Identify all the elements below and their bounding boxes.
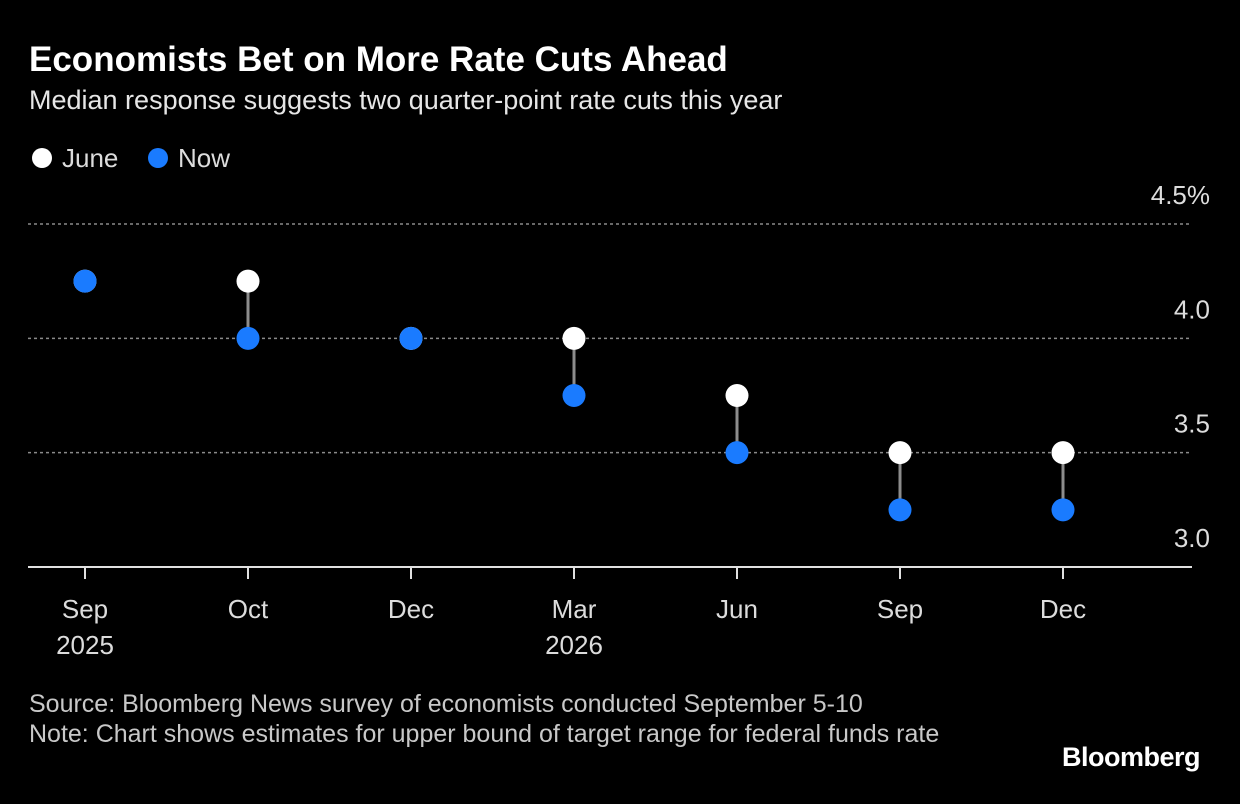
dot bbox=[1051, 441, 1075, 465]
dot bbox=[236, 326, 260, 350]
y-tick-label: 3.5 bbox=[1174, 409, 1210, 439]
x-tick-label: Jun bbox=[716, 594, 758, 624]
x-tick-label: Mar bbox=[552, 594, 597, 624]
dot bbox=[562, 384, 586, 407]
x-tick-year: 2025 bbox=[56, 630, 114, 660]
source: Source: Bloomberg News survey of economi… bbox=[29, 690, 863, 718]
brand: Bloomberg bbox=[1061, 742, 1201, 772]
legend-label: Now bbox=[178, 143, 230, 173]
x-tick-year: 2026 bbox=[545, 630, 603, 660]
legend-swatch bbox=[148, 148, 168, 168]
dot bbox=[725, 384, 749, 407]
dot bbox=[888, 441, 912, 465]
chart-subtitle: Median response suggests two quarter-poi… bbox=[29, 85, 783, 115]
legend-label: June bbox=[62, 143, 118, 173]
legend-swatch bbox=[32, 148, 52, 168]
x-tick-label: Sep bbox=[62, 594, 108, 624]
y-tick-label: 3.0 bbox=[1174, 523, 1210, 553]
dot bbox=[236, 269, 260, 293]
dot bbox=[562, 326, 586, 350]
dot bbox=[888, 498, 912, 522]
x-tick-label: Dec bbox=[388, 594, 434, 624]
note: Note: Chart shows estimates for upper bo… bbox=[29, 720, 940, 748]
y-tick-label: 4.5% bbox=[1151, 180, 1210, 210]
dot bbox=[73, 269, 97, 293]
x-tick-label: Sep bbox=[877, 594, 923, 624]
dot bbox=[725, 441, 749, 465]
dot bbox=[399, 326, 423, 350]
x-tick-label: Oct bbox=[228, 594, 269, 624]
chart-title: Economists Bet on More Rate Cuts Ahead bbox=[29, 40, 728, 79]
x-tick-label: Dec bbox=[1040, 594, 1086, 624]
y-tick-label: 4.0 bbox=[1174, 294, 1210, 324]
footer: Source: Bloomberg News survey of economi… bbox=[29, 689, 959, 749]
dot bbox=[1051, 498, 1075, 522]
